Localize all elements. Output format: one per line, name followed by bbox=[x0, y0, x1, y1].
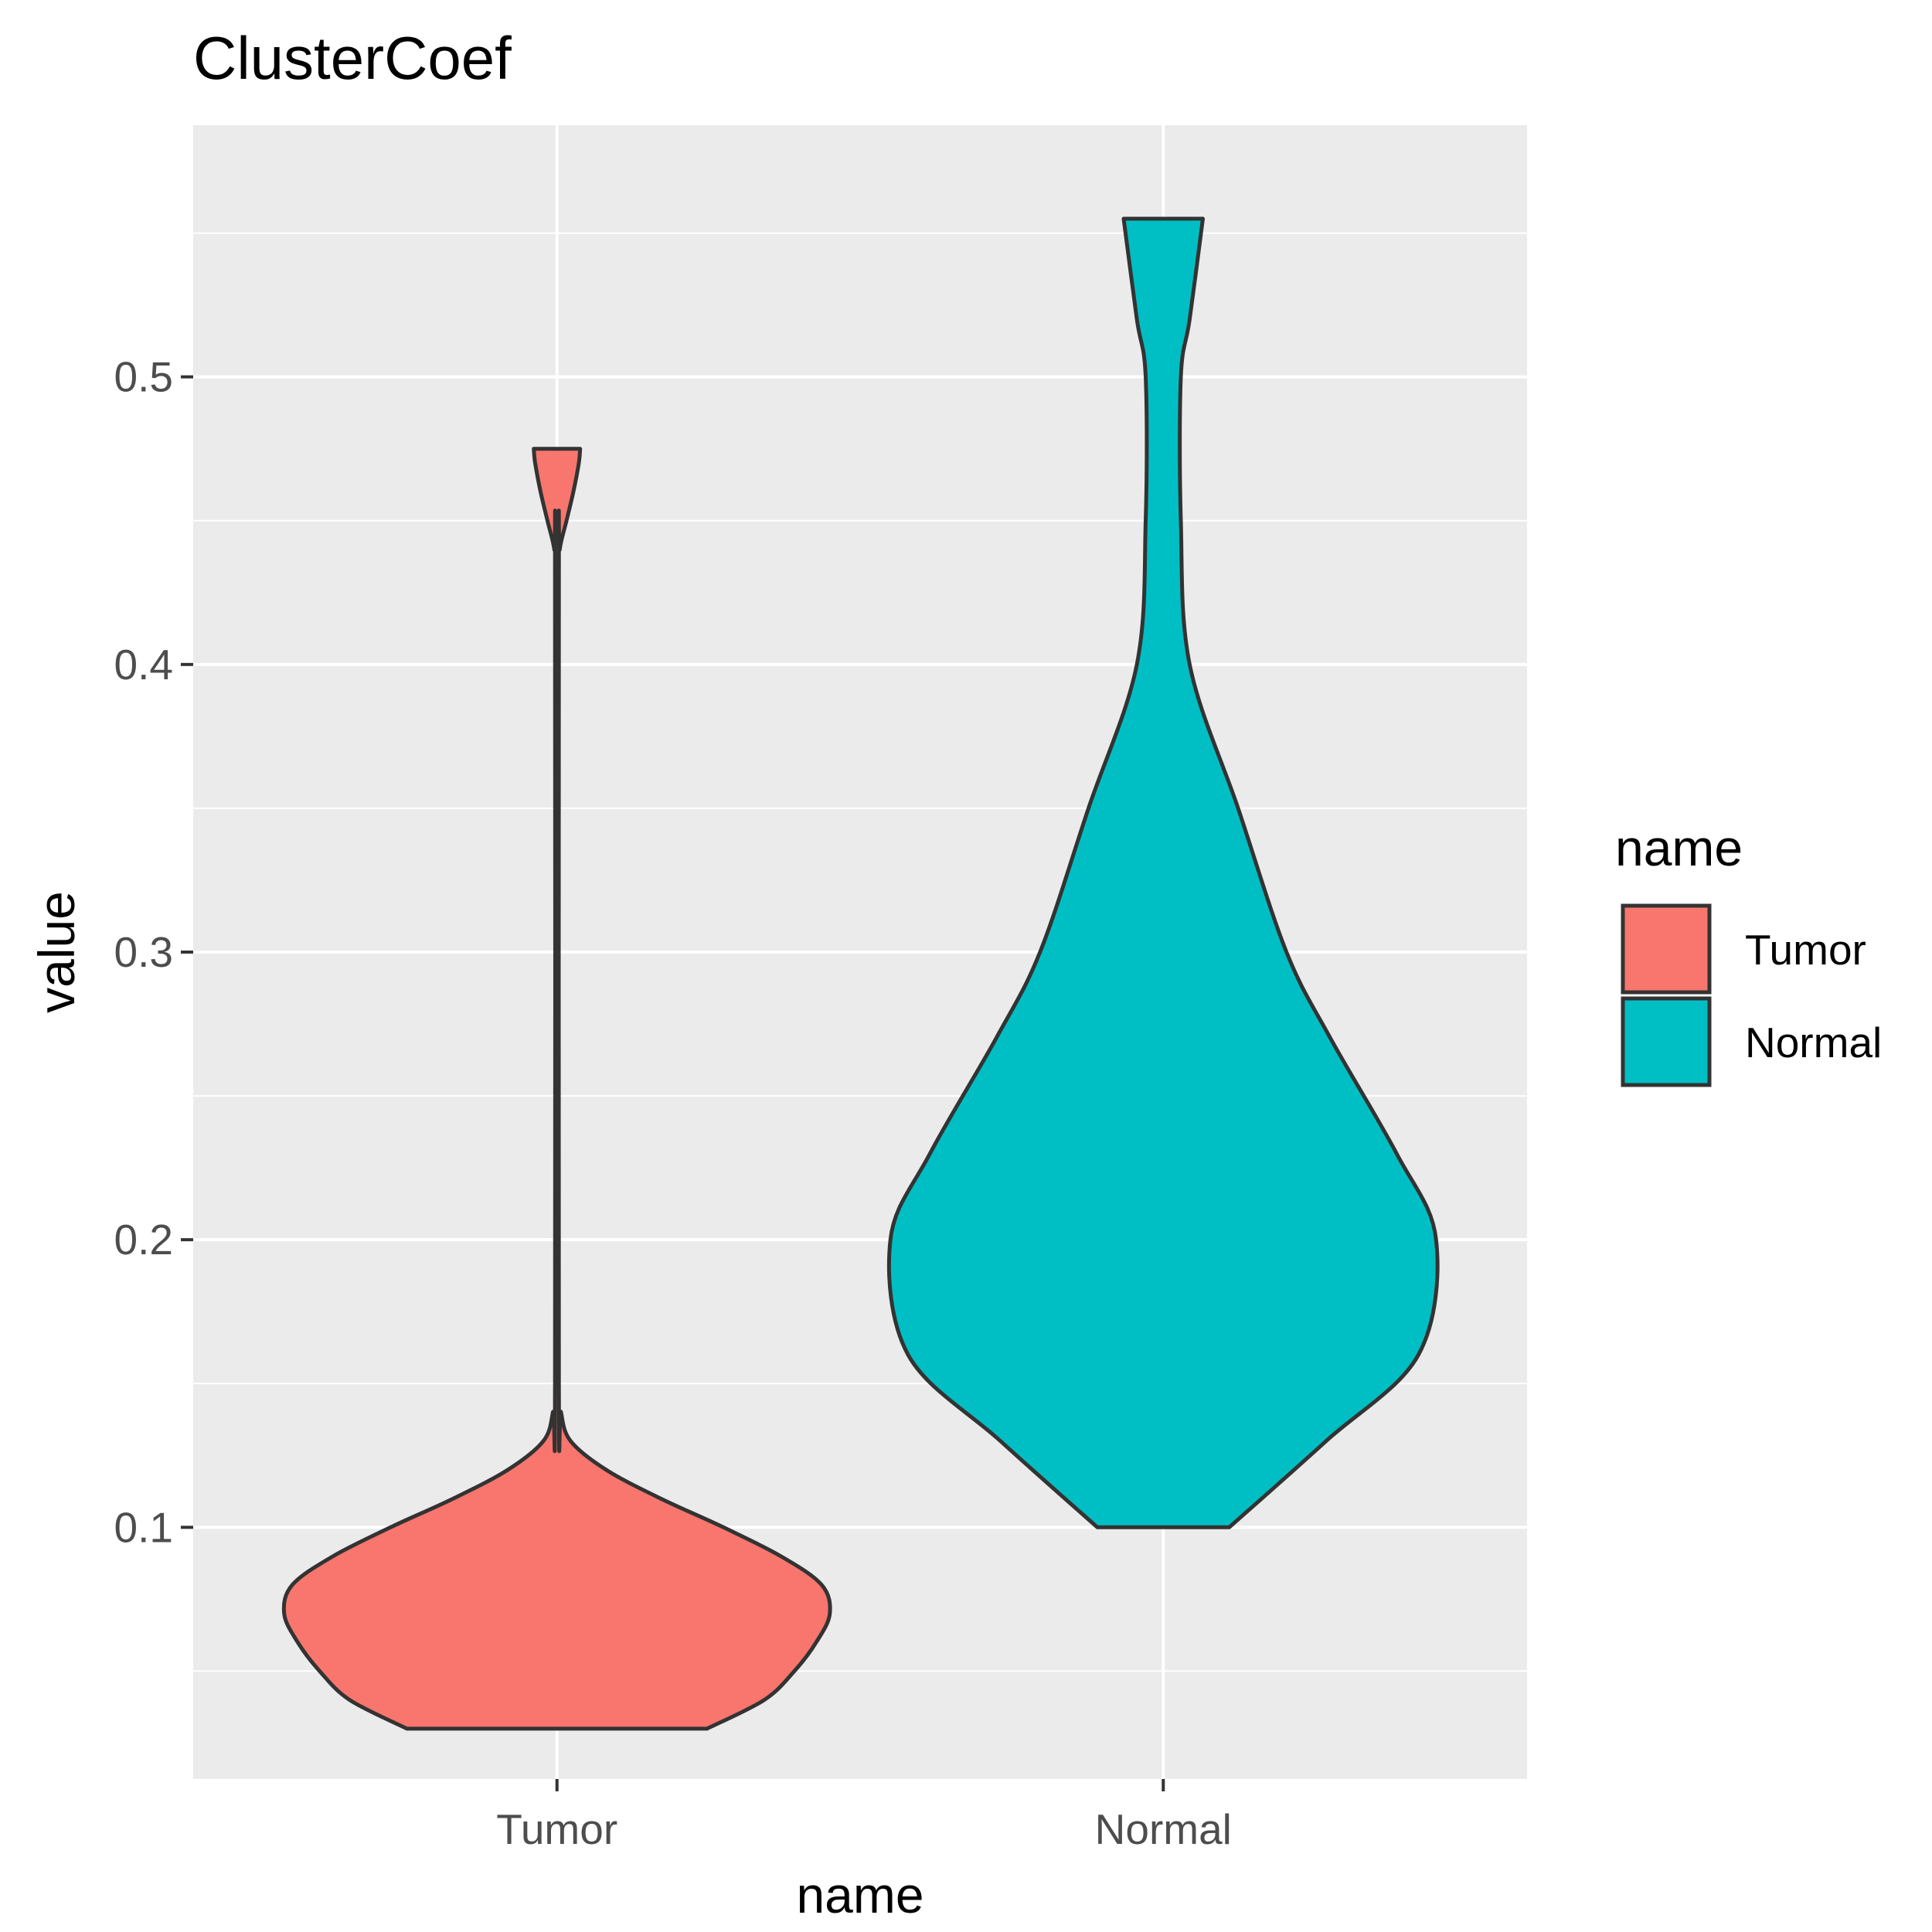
legend: name Tumor Normal bbox=[1615, 819, 1882, 1087]
x-tick-label: Normal bbox=[1095, 1805, 1232, 1853]
grid-lines bbox=[193, 125, 1527, 1779]
y-tick-label: 0.2 bbox=[114, 1216, 173, 1264]
y-tick-label: 0.5 bbox=[114, 353, 173, 401]
legend-entries: Tumor Normal bbox=[1621, 903, 1882, 1087]
y-tick-label: 0.3 bbox=[114, 928, 173, 976]
legend-key-tumor bbox=[1621, 903, 1712, 995]
legend-label-tumor: Tumor bbox=[1745, 926, 1866, 974]
x-axis-title: name bbox=[796, 1866, 923, 1923]
violin-tumor bbox=[281, 447, 832, 1731]
y-tick-label: 0.4 bbox=[114, 641, 173, 689]
violin-normal bbox=[886, 216, 1440, 1529]
y-tick-label: 0.1 bbox=[114, 1503, 173, 1551]
violins bbox=[281, 216, 1440, 1731]
axes: 0.1 0.2 0.3 0.4 0.5 Tumor Normal bbox=[114, 353, 1232, 1853]
legend-label-normal: Normal bbox=[1745, 1019, 1882, 1066]
chart-title: ClusterCoef bbox=[193, 24, 512, 92]
legend-title: name bbox=[1615, 819, 1743, 876]
y-axis-title: value bbox=[28, 891, 85, 1013]
x-tick-label: Tumor bbox=[496, 1805, 617, 1853]
legend-key-normal bbox=[1621, 996, 1712, 1087]
